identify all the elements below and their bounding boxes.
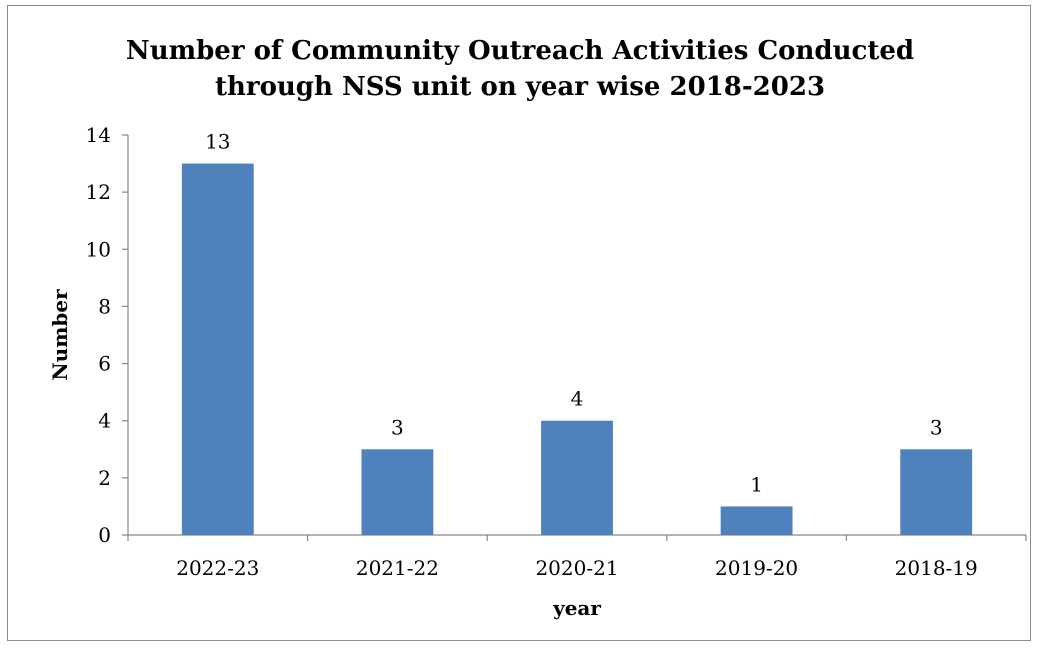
bar-2022-23 [181,163,254,536]
bar-2019-20 [720,506,793,535]
chart-title-line-1: Number of Community Outreach Activities … [125,36,915,66]
data-label: 1 [750,472,763,496]
y-tick-label: 4 [98,409,111,433]
y-tick-label: 10 [86,237,111,261]
data-label: 4 [571,387,584,411]
y-tick-label: 8 [98,294,111,318]
data-label: 3 [930,415,943,439]
y-tick-label: 14 [86,123,111,147]
bar-2020-21 [541,420,613,535]
bar-2021-22 [361,449,434,535]
chart-title-line-2: through NSS unit on year wise 2018-2023 [214,72,826,102]
x-axis-title: year [552,596,601,620]
y-tick-label: 0 [98,523,111,547]
y-axis: 0 2 4 6 8 10 12 14 [86,123,129,547]
bar-2018-19 [900,449,973,535]
y-tick-label: 6 [98,352,111,376]
y-tick-label: 12 [86,180,111,204]
x-tick-label: 2020-21 [535,556,618,580]
x-tick-label: 2018-19 [895,556,978,580]
data-label: 3 [391,415,404,439]
x-tick-label: 2021-22 [356,556,439,580]
data-label: 13 [205,130,230,154]
x-axis: 2022-23 2021-22 2020-21 2019-20 2018-19 [127,534,1027,580]
bars [181,163,973,536]
x-tick-label: 2019-20 [715,556,798,580]
y-axis-title: Number [48,289,72,381]
x-tick-label: 2022-23 [176,556,259,580]
chart-title: Number of Community Outreach Activities … [0,33,1040,105]
y-tick-label: 2 [98,466,111,490]
